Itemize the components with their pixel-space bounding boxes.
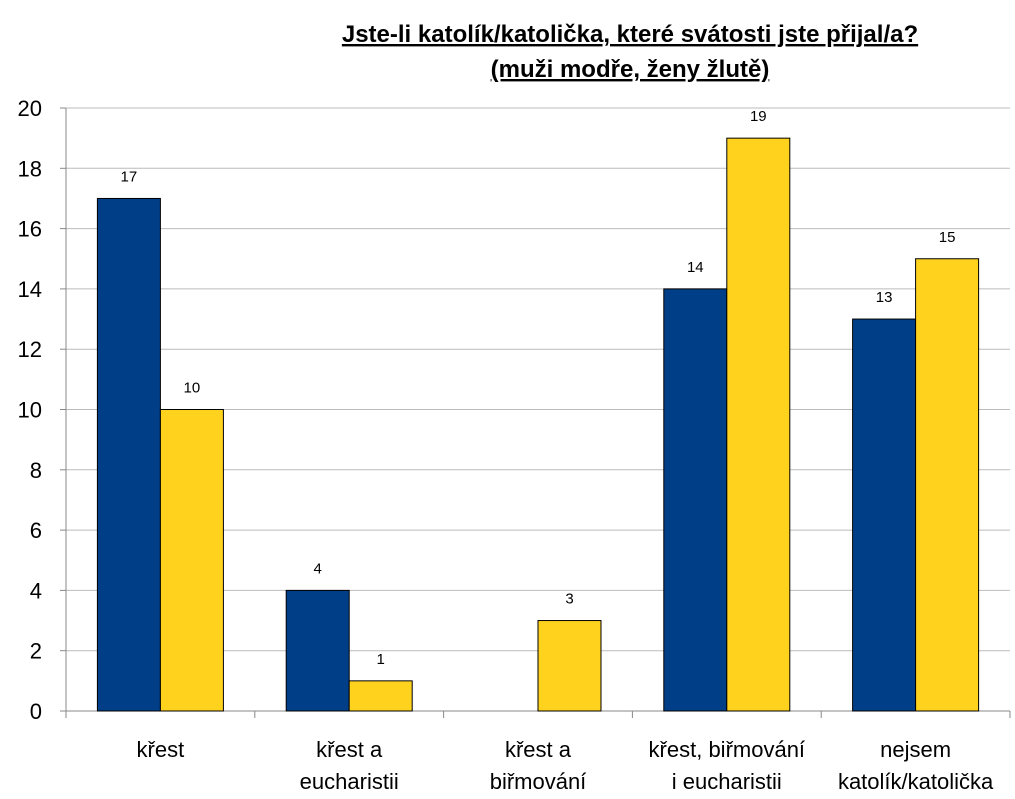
bar (915, 258, 980, 712)
x-tick-label: nejsem (880, 737, 951, 762)
data-label: 17 (121, 168, 138, 185)
bar (537, 620, 602, 712)
x-tick-label: eucharistii (300, 769, 399, 794)
data-label: 13 (876, 289, 893, 306)
data-label: 15 (939, 229, 956, 246)
y-axis-ticks: 0 2 4 6 8 10 12 14 16 18 20 (18, 96, 42, 724)
x-tick-label: křest, biřmování (649, 737, 806, 762)
chart-title-line-1: Jste-li katolík/katolička, které svátost… (342, 21, 918, 48)
bar (159, 409, 224, 712)
x-tick-label: katolík/katolička (838, 769, 994, 794)
chart-title-line-2: (muži modře, ženy žlutě) (491, 56, 770, 83)
y-tick-label: 18 (18, 156, 42, 181)
y-tick-label: 8 (30, 458, 42, 483)
bar (663, 288, 728, 712)
y-tick-label: 20 (18, 96, 42, 121)
y-tick-label: 0 (30, 699, 42, 724)
y-tick-label: 6 (30, 518, 42, 543)
x-axis-ticks: křest křest a eucharistii křest a biřmování k… (137, 737, 994, 794)
data-label: 1 (377, 651, 385, 668)
bar (852, 318, 917, 712)
x-tick-label: i eucharistii (672, 769, 782, 794)
x-tick-label: křest a (316, 737, 383, 762)
y-tick-label: 2 (30, 639, 42, 664)
x-tick-label: biřmování (490, 769, 587, 794)
data-label: 10 (184, 380, 201, 397)
bars (96, 137, 980, 712)
y-tick-label: 16 (18, 217, 42, 242)
data-label: 4 (314, 560, 322, 577)
y-tick-label: 14 (18, 277, 42, 302)
bar (285, 589, 350, 712)
y-tick-label: 12 (18, 337, 42, 362)
x-tick-label: křest a (505, 737, 572, 762)
y-tick-label: 10 (18, 398, 42, 423)
bar (726, 137, 791, 712)
x-tick-label: křest (137, 737, 185, 762)
bar (348, 680, 413, 712)
data-label: 3 (565, 591, 573, 608)
data-label: 14 (687, 259, 704, 276)
y-tick-label: 4 (30, 578, 42, 603)
bar (96, 197, 161, 712)
data-label: 19 (750, 108, 767, 125)
